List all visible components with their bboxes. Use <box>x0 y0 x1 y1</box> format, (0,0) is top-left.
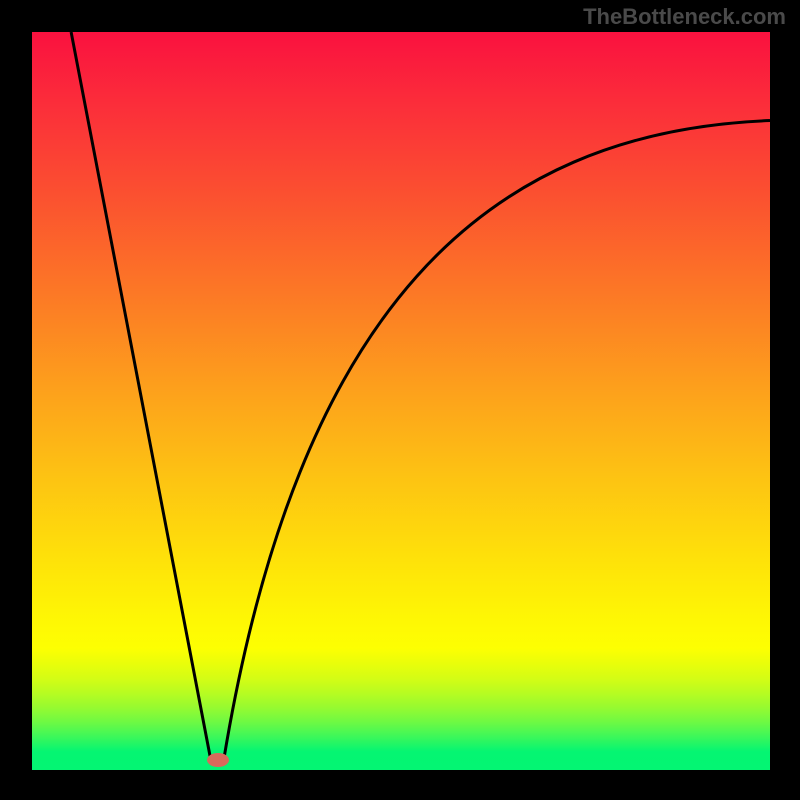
curve-path <box>71 32 770 759</box>
watermark-text: TheBottleneck.com <box>583 4 786 30</box>
optimal-point-marker <box>207 753 229 767</box>
bottleneck-curve-svg <box>32 32 770 770</box>
plot-area <box>32 32 770 770</box>
